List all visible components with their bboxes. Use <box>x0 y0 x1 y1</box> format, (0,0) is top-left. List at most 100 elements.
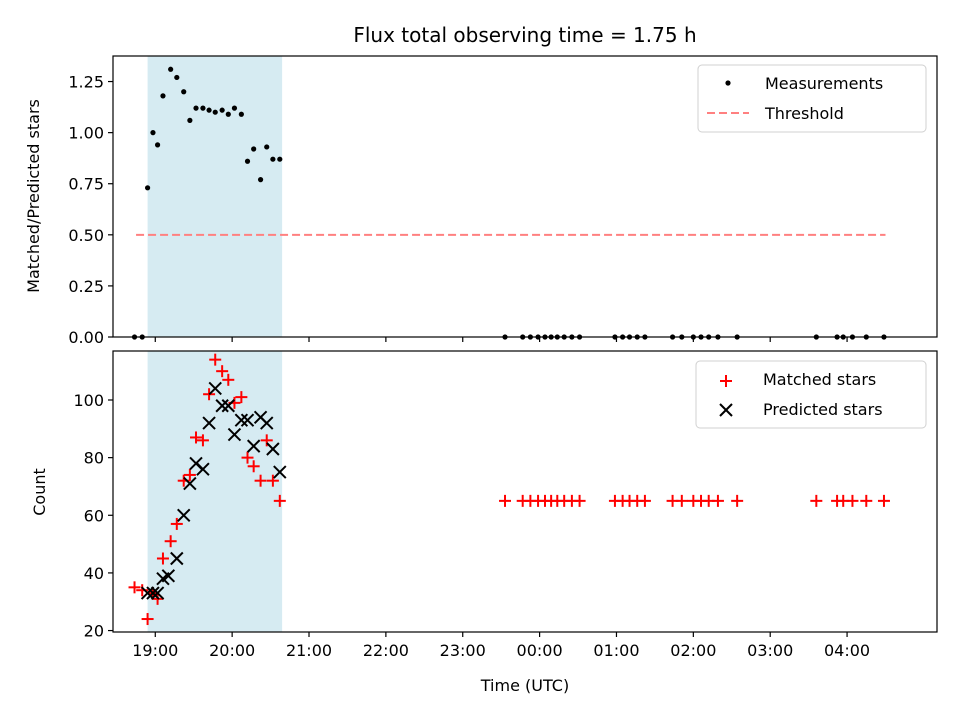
matched-star-point <box>164 535 177 548</box>
measurement-point <box>257 177 264 183</box>
y-tick-label: 0.00 <box>68 328 104 347</box>
predicted-star-point <box>177 508 191 522</box>
predicted-star-point <box>150 586 165 600</box>
predicted-star-point <box>140 586 155 600</box>
top-y-axis-label: Matched/Predicted stars <box>24 99 43 293</box>
bottom-legend: Matched stars Predicted stars <box>695 360 927 429</box>
x-tick-label: 01:00 <box>593 641 639 660</box>
matched-star-point <box>141 613 154 626</box>
y-tick-label: 0.75 <box>68 175 104 194</box>
predicted-star-point <box>260 416 274 430</box>
x-tick-label: 04:00 <box>824 641 870 660</box>
measurement-point <box>270 156 276 162</box>
chart-title: Flux total observing time = 1.75 h <box>353 23 696 47</box>
matched-star-point <box>254 474 267 487</box>
matched-stars-points <box>128 353 890 626</box>
predicted-stars-points <box>140 381 287 600</box>
measurement-point <box>238 111 244 117</box>
measurement-point <box>231 105 238 111</box>
predicted-star-point <box>227 427 242 442</box>
top-x-ticks <box>154 337 848 342</box>
matched-star-point <box>260 434 273 447</box>
measurement-point <box>160 93 166 99</box>
measurement-point <box>244 158 251 164</box>
bottom-legend-box <box>695 360 927 429</box>
y-tick-label: 40 <box>84 564 104 583</box>
measurement-point <box>193 105 199 111</box>
legend-matched-label: Matched stars <box>763 370 876 389</box>
legend-predicted-marker <box>719 403 733 417</box>
matched-star-point <box>846 494 859 507</box>
measurement-point <box>264 144 270 150</box>
x-tick-label: 03:00 <box>747 641 793 660</box>
matched-star-point <box>711 494 724 507</box>
matched-star-point <box>675 494 688 507</box>
y-tick-label: 60 <box>84 506 104 525</box>
bottom-axes-frame <box>112 350 938 633</box>
top-legend-box <box>697 64 927 133</box>
y-tick-label: 1.00 <box>68 124 104 143</box>
predicted-star-point <box>246 439 261 453</box>
matched-star-point <box>222 373 235 386</box>
matched-star-point <box>216 365 229 378</box>
x-axis-label: Time (UTC) <box>480 676 569 695</box>
predicted-star-point <box>221 399 236 413</box>
predicted-star-point <box>266 442 280 456</box>
bottom-y-axis-label: Count <box>30 468 49 516</box>
y-tick-label: 1.25 <box>68 73 104 92</box>
top-axes-frame <box>112 55 938 338</box>
predicted-star-point <box>146 586 160 600</box>
y-tick-label: 80 <box>84 449 104 468</box>
x-tick-label: 02:00 <box>670 641 716 660</box>
matched-star-point <box>128 581 141 594</box>
matched-star-point <box>247 460 260 473</box>
predicted-star-point <box>240 413 255 427</box>
measurement-point <box>174 74 180 81</box>
matched-star-point <box>209 353 222 366</box>
matched-star-point <box>156 552 169 565</box>
matched-star-point <box>731 494 744 507</box>
predicted-star-point <box>161 569 176 583</box>
matched-star-point <box>877 494 890 507</box>
x-tick-label: 21:00 <box>286 641 332 660</box>
star-count-panel: 20 40 60 80 100 19:00 20:00 21:00 22:00 23:00 00:… <box>30 350 938 695</box>
matched-star-point <box>266 474 279 487</box>
bottom-y-ticks: 20 40 60 80 100 <box>73 391 113 641</box>
measurement-point <box>212 109 218 115</box>
x-tick-label: 19:00 <box>132 641 178 660</box>
predicted-star-point <box>215 399 229 413</box>
top-legend: Measurements Threshold <box>697 64 927 133</box>
bottom-x-ticks: 19:00 20:00 21:00 22:00 23:00 00:00 01:00 02:00… <box>132 632 870 660</box>
observing-window-band <box>147 351 283 632</box>
measurement-point <box>251 146 257 152</box>
x-tick-label: 23:00 <box>440 641 486 660</box>
matched-star-point <box>573 494 586 507</box>
matched-star-point <box>860 494 873 507</box>
measurement-point <box>150 130 156 136</box>
predicted-star-point <box>202 416 216 430</box>
x-tick-label: 00:00 <box>517 641 563 660</box>
y-tick-label: 0.50 <box>68 226 104 245</box>
matched-star-point <box>183 468 196 481</box>
x-tick-label: 22:00 <box>363 641 409 660</box>
y-tick-label: 100 <box>73 391 104 410</box>
measurement-point <box>225 111 231 117</box>
predicted-star-point <box>196 462 210 476</box>
measurement-point <box>144 185 151 191</box>
measurement-point <box>181 89 187 95</box>
legend-threshold-label: Threshold <box>764 104 844 123</box>
measurement-point <box>206 107 212 113</box>
legend-measurements-label: Measurements <box>765 74 883 93</box>
predicted-star-point <box>273 465 287 479</box>
flux-ratio-panel: Flux total observing time = 1.75 h 0.00 0… <box>24 23 938 347</box>
top-y-ticks: 0.00 0.25 0.50 0.75 1.00 1.25 <box>68 73 113 347</box>
matched-star-point <box>810 494 823 507</box>
legend-measurement-marker <box>725 80 731 86</box>
matched-star-point <box>170 517 183 530</box>
predicted-star-point <box>208 381 222 396</box>
measurement-point <box>168 66 174 72</box>
legend-predicted-label: Predicted stars <box>763 400 883 419</box>
matched-star-point <box>241 451 254 464</box>
matched-star-point <box>190 431 203 444</box>
